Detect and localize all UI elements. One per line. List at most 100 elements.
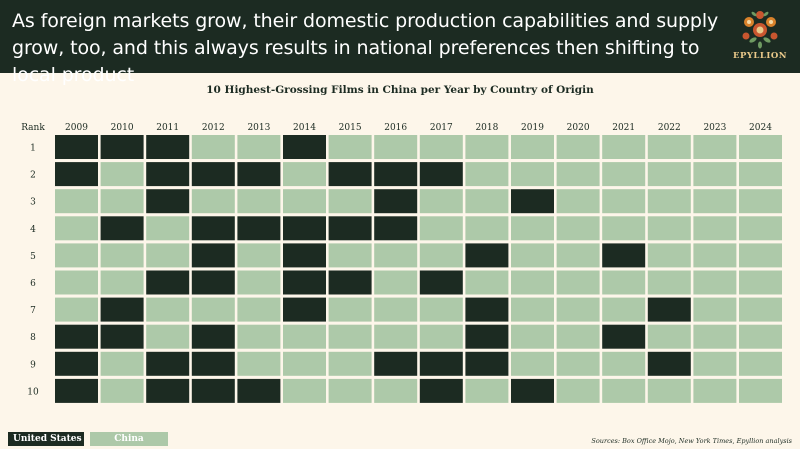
- cell-rank-9-2024: [739, 351, 782, 376]
- cell-rank-3-2013: [237, 189, 281, 214]
- cell-rank-7-2019: [511, 297, 554, 322]
- chart-title: 10 Highest-Grossing Films in China per Y…: [206, 84, 594, 96]
- cell-rank-4-2017: [419, 216, 463, 241]
- rank-label-4: 4: [30, 225, 36, 235]
- cell-rank-2-2009: [55, 162, 98, 187]
- rank-label-5: 5: [30, 252, 36, 262]
- cell-rank-5-2012: [191, 243, 235, 268]
- cell-rank-9-2018: [465, 351, 509, 376]
- cell-rank-1-2014: [283, 135, 326, 159]
- cell-rank-8-2016: [374, 324, 418, 349]
- year-label-2011: 2011: [156, 123, 179, 133]
- cell-rank-8-2024: [739, 324, 782, 349]
- year-label-2017: 2017: [430, 123, 453, 133]
- cell-rank-2-2010: [100, 162, 144, 187]
- cell-rank-6-2017: [419, 270, 463, 295]
- cell-rank-3-2020: [556, 189, 600, 214]
- cell-rank-5-2023: [693, 243, 737, 268]
- cell-rank-3-2021: [602, 189, 646, 214]
- year-label-2009: 2009: [65, 123, 88, 133]
- cell-rank-1-2012: [191, 135, 235, 159]
- cell-rank-1-2013: [237, 135, 281, 159]
- year-label-2023: 2023: [703, 123, 726, 133]
- cell-rank-10-2009: [55, 378, 98, 403]
- cell-rank-8-2009: [55, 324, 98, 349]
- year-label-2012: 2012: [202, 123, 225, 133]
- cell-rank-8-2012: [191, 324, 235, 349]
- year-label-2018: 2018: [475, 123, 498, 133]
- cell-rank-8-2021: [602, 324, 646, 349]
- rank-label-8: 8: [30, 333, 36, 343]
- cell-rank-5-2024: [739, 243, 782, 268]
- cell-rank-9-2014: [283, 351, 326, 376]
- cell-rank-1-2010: [100, 135, 144, 159]
- cell-rank-8-2011: [146, 324, 190, 349]
- cell-rank-6-2020: [556, 270, 600, 295]
- cell-rank-8-2022: [647, 324, 691, 349]
- header-banner: As foreign markets grow, their domestic …: [0, 0, 800, 86]
- cell-rank-5-2022: [647, 243, 691, 268]
- cell-rank-6-2024: [739, 270, 782, 295]
- cell-rank-8-2023: [693, 324, 737, 349]
- cell-rank-5-2017: [419, 243, 463, 268]
- cell-rank-8-2015: [328, 324, 372, 349]
- cell-rank-9-2022: [647, 351, 691, 376]
- cell-rank-2-2019: [511, 162, 554, 187]
- cell-rank-10-2012: [191, 378, 235, 403]
- cell-rank-9-2019: [511, 351, 554, 376]
- cell-rank-6-2014: [283, 270, 326, 295]
- cell-rank-3-2010: [100, 189, 144, 214]
- rank-label-3: 3: [30, 198, 36, 208]
- cell-rank-6-2010: [100, 270, 144, 295]
- cell-rank-10-2023: [693, 378, 737, 403]
- rank-label-10: 10: [27, 387, 39, 397]
- cell-rank-4-2012: [191, 216, 235, 241]
- cell-rank-3-2022: [647, 189, 691, 214]
- rank-label-2: 2: [30, 171, 36, 181]
- cell-rank-2-2023: [693, 162, 737, 187]
- cell-rank-10-2010: [100, 378, 144, 403]
- cell-rank-1-2016: [374, 135, 418, 159]
- cell-rank-1-2019: [511, 135, 554, 159]
- cell-rank-10-2021: [602, 378, 646, 403]
- cell-rank-1-2022: [647, 135, 691, 159]
- year-label-2014: 2014: [293, 123, 316, 133]
- epyllion-logo: EPYLLION: [728, 6, 792, 68]
- cell-rank-9-2016: [374, 351, 418, 376]
- cell-rank-9-2009: [55, 351, 98, 376]
- cell-rank-9-2017: [419, 351, 463, 376]
- cell-rank-6-2023: [693, 270, 737, 295]
- headline: As foreign markets grow, their domestic …: [12, 10, 719, 86]
- cell-rank-8-2020: [556, 324, 600, 349]
- cell-rank-3-2023: [693, 189, 737, 214]
- cell-rank-1-2015: [328, 135, 372, 159]
- cell-rank-4-2024: [739, 216, 782, 241]
- year-label-2019: 2019: [521, 123, 544, 133]
- cell-rank-6-2009: [55, 270, 98, 295]
- cell-rank-8-2017: [419, 324, 463, 349]
- cell-rank-5-2020: [556, 243, 600, 268]
- cell-rank-1-2017: [419, 135, 463, 159]
- cell-rank-7-2021: [602, 297, 646, 322]
- year-label-2013: 2013: [247, 123, 270, 133]
- cell-rank-10-2015: [328, 378, 372, 403]
- cell-rank-7-2023: [693, 297, 737, 322]
- cell-rank-3-2015: [328, 189, 372, 214]
- cell-rank-10-2019: [511, 378, 554, 403]
- cell-rank-7-2024: [739, 297, 782, 322]
- cell-rank-10-2011: [146, 378, 190, 403]
- cell-rank-7-2016: [374, 297, 418, 322]
- cell-rank-3-2024: [739, 189, 782, 214]
- cell-rank-2-2018: [465, 162, 509, 187]
- logo-text: EPYLLION: [732, 51, 788, 61]
- cell-rank-5-2019: [511, 243, 554, 268]
- cell-rank-4-2023: [693, 216, 737, 241]
- cell-rank-7-2013: [237, 297, 281, 322]
- cell-rank-4-2011: [146, 216, 190, 241]
- year-label-2015: 2015: [339, 123, 362, 133]
- cell-rank-7-2018: [465, 297, 509, 322]
- rank-label-7: 7: [30, 306, 36, 316]
- cell-rank-8-2019: [511, 324, 554, 349]
- cell-rank-5-2018: [465, 243, 509, 268]
